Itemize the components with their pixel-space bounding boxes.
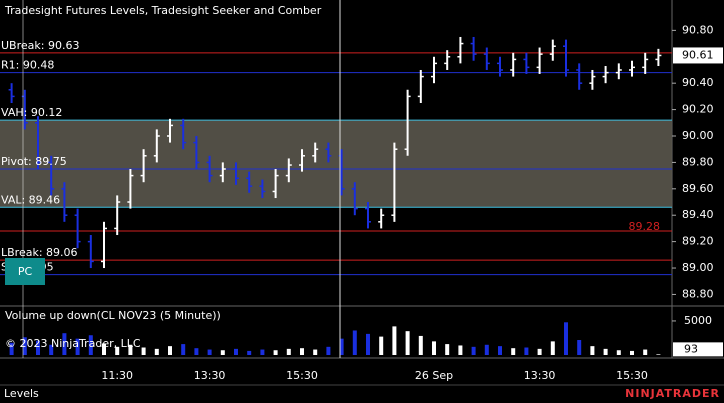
x-tick-label: 15:30 — [286, 369, 318, 382]
y-tick-label: 89.80 — [682, 155, 714, 168]
x-tick-label: 26 Sep — [415, 369, 453, 382]
x-tick-label: 15:30 — [616, 369, 648, 382]
y-tick-label: 5000 — [684, 314, 712, 327]
volume-bar — [418, 335, 423, 355]
chart-title: Tradesight Futures Levels, Tradesight Se… — [4, 4, 322, 17]
volume-bar — [286, 348, 291, 355]
level-label: Pivot: 89.75 — [1, 155, 67, 168]
volume-bar — [9, 342, 14, 355]
x-tick-label: 13:30 — [194, 369, 226, 382]
volume-bar — [247, 350, 252, 355]
volume-bar — [511, 348, 516, 355]
volume-bar — [550, 341, 555, 355]
volume-title: Volume up down(CL NOV23 (5 Minute)) — [5, 309, 221, 322]
volume-bar — [22, 337, 27, 355]
volume-bar — [352, 330, 357, 355]
volume-bar — [524, 347, 529, 355]
volume-bar — [154, 348, 159, 355]
volume-bar — [49, 344, 54, 355]
volume-bar — [537, 348, 542, 355]
level-label: UBreak: 90.63 — [1, 39, 79, 52]
volume-bar — [577, 340, 582, 355]
volume-bar — [643, 349, 648, 355]
volume-bar — [616, 350, 621, 355]
volume-bar — [326, 346, 331, 355]
volume-bar — [339, 338, 344, 355]
y-tick-label: 89.00 — [682, 261, 714, 274]
volume-bar — [656, 354, 661, 355]
volume-bar — [603, 348, 608, 355]
last-price-label: 90.61 — [682, 48, 714, 61]
volume-bar — [313, 349, 318, 355]
y-tick-label: 88.80 — [682, 287, 714, 300]
volume-bar — [234, 348, 238, 355]
volume-bar — [207, 349, 212, 355]
volume-bar — [128, 344, 133, 355]
copyright: © 2023 NinjaTrader, LLC — [5, 337, 141, 350]
volume-bar — [471, 346, 476, 355]
volume-bar — [273, 350, 278, 355]
volume-bar — [181, 344, 186, 355]
volume-bar — [484, 344, 489, 355]
volume-bar — [102, 343, 106, 355]
y-tick-label: 90.00 — [682, 129, 714, 142]
last-volume-box — [673, 342, 723, 357]
volume-bar — [194, 348, 199, 355]
volume-bar — [62, 333, 67, 355]
x-tick-label: 11:30 — [101, 369, 133, 382]
y-tick-label: 90.80 — [682, 23, 714, 36]
brand: NINJATRADER — [625, 387, 720, 400]
volume-bar — [220, 350, 225, 355]
x-tick-label: 13:30 — [524, 369, 556, 382]
volume-bar — [75, 338, 80, 355]
volume-bar — [141, 347, 146, 355]
volume-bar — [300, 348, 304, 355]
value-area — [0, 120, 672, 208]
y-tick-label: 90.20 — [682, 103, 714, 116]
volume-bar — [168, 346, 172, 355]
volume-bar — [36, 340, 40, 355]
volume-bar — [498, 346, 502, 355]
last-price-box — [673, 47, 723, 64]
volume-bar — [88, 335, 93, 355]
y-tick-label: 89.20 — [682, 235, 714, 248]
pc-button-label[interactable]: PC — [18, 265, 33, 278]
volume-bar — [115, 346, 120, 355]
volume-bar — [432, 341, 436, 355]
volume-bar — [590, 346, 595, 355]
y-tick-label: 89.60 — [682, 182, 714, 195]
last-volume-label: 93 — [684, 342, 698, 355]
volume-bar — [458, 345, 463, 355]
level-label: R1: 90.48 — [1, 59, 54, 72]
volume-bar — [564, 322, 568, 355]
volume-bar — [366, 333, 370, 355]
level-label: VAL: 89.46 — [1, 193, 60, 206]
volume-bar — [379, 336, 384, 355]
volume-bar — [392, 326, 397, 355]
pc-button[interactable] — [5, 258, 45, 285]
level-label: 89.28 — [629, 220, 661, 233]
volume-bar — [405, 331, 410, 355]
y-tick-label: 90.40 — [682, 76, 714, 89]
volume-bar — [260, 349, 265, 355]
level-label: VAH: 90.12 — [1, 106, 62, 119]
y-tick-label: 89.40 — [682, 208, 714, 221]
level-label: LBreak: 89.06 — [1, 246, 78, 259]
volume-bar — [630, 350, 634, 355]
volume-bar — [445, 344, 450, 355]
tab[interactable]: Levels — [4, 387, 39, 400]
